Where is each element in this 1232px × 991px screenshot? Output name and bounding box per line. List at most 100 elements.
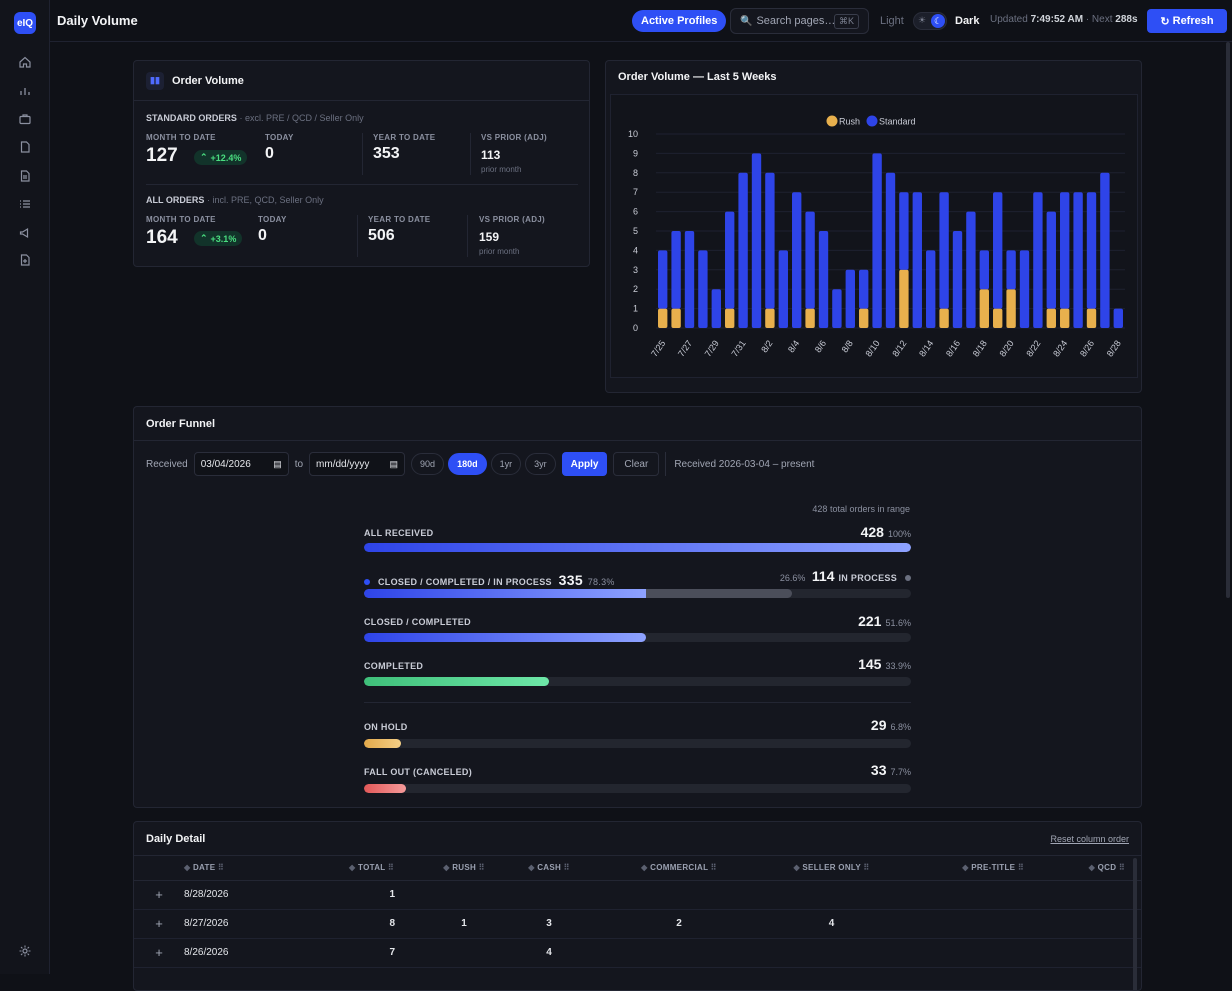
active-profiles-button[interactable]: Active Profiles (632, 10, 727, 32)
standard-today: TODAY 0 (265, 133, 294, 162)
column-header-qcd[interactable]: ◆ QCD ⠿ (1034, 856, 1141, 881)
apply-button[interactable]: Apply (561, 452, 608, 476)
all-ytd: YEAR TO DATE 506 (368, 215, 431, 244)
y-tick-label: 5 (633, 226, 638, 236)
funnel-bar-all (364, 543, 911, 552)
sidebar: eIQ (0, 0, 50, 974)
range-text: Received 2026-03-04 – present (665, 452, 814, 476)
received-label: Received (146, 458, 188, 470)
page-title: Daily Volume (57, 13, 138, 28)
bar-rush (859, 308, 869, 328)
theme-light-label[interactable]: Light (880, 15, 904, 27)
column-header-total[interactable]: ◆ TOTAL ⠿ (304, 856, 399, 881)
order-volume-title: Order Volume (172, 74, 244, 87)
bar-chart-icon[interactable] (18, 84, 32, 98)
theme-dark-label[interactable]: Dark (955, 15, 980, 27)
settings-icon[interactable] (18, 944, 32, 958)
column-header-cash[interactable]: ◆ CASH ⠿ (499, 856, 599, 881)
date-from-input[interactable]: 03/04/2026 ▤ (193, 452, 289, 476)
standard-orders-title: STANDARD ORDERS · excl. PRE / QCD / Sell… (146, 113, 364, 123)
bar-rush (939, 308, 949, 328)
refresh-button[interactable]: ↻ Refresh (1147, 9, 1227, 33)
bar-rush (1086, 308, 1097, 328)
document-icon[interactable] (18, 169, 32, 183)
bar-rush (765, 308, 775, 328)
x-tick-label: 8/22 (1024, 338, 1042, 358)
expand-row-icon[interactable]: + (134, 938, 184, 968)
gray-dot-icon (905, 575, 911, 581)
funnel-row-closed: CLOSED / COMPLETED 221 51.6% (364, 613, 911, 643)
scrollbar[interactable] (1226, 42, 1230, 598)
moon-icon: ☾ (931, 14, 945, 28)
funnel-bar-closed-part (364, 589, 647, 598)
all-mtd-delta: ⌃ +3.1% (194, 231, 243, 246)
x-tick-label: 8/14 (917, 338, 935, 358)
file-plus-icon[interactable] (18, 253, 32, 267)
x-tick-label: 8/28 (1105, 338, 1123, 358)
bar-rush (671, 308, 681, 328)
topbar: Daily Volume Active Profiles 🔍 Search pa… (50, 0, 1232, 42)
home-icon[interactable] (18, 55, 32, 69)
expand-row-icon[interactable]: + (134, 909, 184, 939)
x-tick-label: 7/29 (703, 338, 721, 358)
column-header-commercial[interactable]: ◆ COMMERCIAL ⠿ (599, 856, 759, 881)
briefcase-icon[interactable] (18, 112, 32, 126)
megaphone-icon[interactable] (18, 226, 32, 240)
table-row[interactable]: + 8/27/2026 8 1 3 2 4 (134, 909, 1141, 939)
updated-time: 7:49:52 AM (1030, 14, 1084, 25)
theme-toggle[interactable]: ☀ ☾ (913, 12, 947, 30)
funnel-row-fall-out: FALL OUT (CANCELED) 33 7.7% (364, 762, 911, 793)
bar-standard (859, 269, 869, 309)
column-header-rush[interactable]: ◆ RUSH ⠿ (399, 856, 499, 881)
blue-dot-icon (364, 579, 370, 585)
bar-standard (912, 192, 922, 328)
table-row[interactable]: + 8/26/2026 7 4 (134, 938, 1141, 968)
bar-standard (979, 250, 989, 290)
bar-standard (1086, 192, 1097, 309)
preset-180d[interactable]: 180d (448, 453, 487, 475)
expand-row-icon[interactable]: + (134, 880, 184, 910)
legend-swatch (866, 115, 878, 127)
bar-rush (899, 269, 909, 328)
y-tick-label: 10 (628, 129, 638, 139)
clear-button[interactable]: Clear (613, 452, 660, 476)
bar-rush (725, 308, 735, 328)
y-tick-label: 9 (633, 148, 638, 158)
preset-3yr[interactable]: 3yr (525, 453, 556, 475)
y-tick-label: 0 (633, 323, 638, 333)
file-icon[interactable] (18, 140, 32, 154)
date-to-input[interactable]: mm/dd/yyyy ▤ (309, 452, 406, 476)
y-tick-label: 2 (633, 284, 638, 294)
bar-standard (872, 153, 882, 328)
legend-label: Rush (839, 117, 860, 127)
sun-icon: ☀ (918, 15, 927, 25)
standard-ytd: YEAR TO DATE 353 (373, 133, 436, 162)
bar-rush (658, 308, 668, 328)
order-volume-chart-card: Order Volume — Last 5 Weeks Rush Standard… (605, 60, 1142, 393)
column-header-date[interactable]: ◆ DATE ⠿ (184, 856, 304, 881)
next-refresh-countdown: 288s (1115, 14, 1138, 25)
preset-1yr[interactable]: 1yr (490, 453, 522, 475)
bar-standard (725, 211, 735, 309)
bar-standard (966, 211, 976, 328)
all-today: TODAY 0 (258, 215, 287, 244)
column-header-pre-title[interactable]: ◆ PRE-TITLE ⠿ (904, 856, 1034, 881)
order-volume-card: ▮▮ Order Volume STANDARD ORDERS · excl. … (133, 60, 590, 267)
bar-standard (765, 172, 775, 309)
bar-standard (711, 289, 721, 328)
table-row[interactable]: + 8/28/2026 1 (134, 880, 1141, 910)
table-scrollbar[interactable] (1133, 858, 1137, 990)
reset-column-order-link[interactable]: Reset column order (1050, 833, 1129, 844)
y-tick-label: 6 (633, 207, 638, 217)
table-header-row: ◆ DATE ⠿ ◆ TOTAL ⠿ ◆ RUSH ⠿ ◆ CASH ⠿ ◆ C… (134, 856, 1141, 881)
preset-90d[interactable]: 90d (411, 453, 445, 475)
bar-standard (885, 172, 896, 328)
search-shortcut: ⌘K (833, 14, 859, 29)
x-tick-label: 8/18 (971, 338, 989, 358)
bar-standard (1100, 172, 1110, 328)
search-input[interactable]: 🔍 Search pages… ⌘K (730, 8, 869, 34)
app-logo[interactable]: eIQ (14, 12, 36, 34)
column-header-seller-only[interactable]: ◆ SELLER ONLY ⠿ (759, 856, 904, 881)
list-icon[interactable] (18, 197, 32, 211)
order-funnel-header: Order Funnel (134, 407, 1141, 441)
